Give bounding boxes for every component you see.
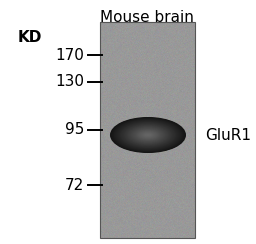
Ellipse shape: [123, 123, 173, 147]
Ellipse shape: [138, 131, 157, 140]
Ellipse shape: [130, 126, 166, 143]
Ellipse shape: [135, 129, 161, 141]
Ellipse shape: [122, 123, 174, 147]
Ellipse shape: [119, 121, 177, 149]
Ellipse shape: [144, 133, 152, 137]
Ellipse shape: [142, 132, 154, 138]
Text: 130: 130: [55, 74, 84, 90]
Ellipse shape: [127, 125, 169, 145]
Ellipse shape: [136, 129, 160, 141]
Ellipse shape: [129, 126, 167, 144]
Ellipse shape: [113, 118, 183, 152]
Ellipse shape: [132, 127, 164, 143]
Ellipse shape: [121, 122, 176, 148]
Text: Mouse brain: Mouse brain: [100, 10, 194, 25]
Ellipse shape: [115, 119, 181, 151]
Ellipse shape: [125, 124, 171, 146]
Ellipse shape: [133, 128, 163, 142]
Ellipse shape: [137, 130, 159, 140]
Ellipse shape: [117, 120, 179, 150]
Text: KD: KD: [18, 30, 42, 45]
Ellipse shape: [128, 126, 168, 144]
Ellipse shape: [145, 134, 151, 136]
Ellipse shape: [131, 127, 165, 143]
Ellipse shape: [114, 119, 182, 151]
Ellipse shape: [124, 124, 172, 146]
Ellipse shape: [141, 132, 155, 138]
Ellipse shape: [118, 121, 178, 149]
Ellipse shape: [111, 117, 185, 152]
Ellipse shape: [140, 132, 156, 139]
Ellipse shape: [116, 120, 180, 150]
Ellipse shape: [146, 134, 150, 136]
Ellipse shape: [110, 117, 186, 153]
Text: GluR1: GluR1: [205, 128, 251, 142]
Ellipse shape: [137, 130, 158, 140]
Ellipse shape: [126, 125, 170, 145]
Bar: [100, 22, 195, 238]
Text: 95: 95: [65, 122, 84, 138]
Ellipse shape: [134, 128, 162, 142]
Ellipse shape: [143, 133, 153, 137]
Ellipse shape: [121, 122, 175, 148]
Ellipse shape: [112, 118, 184, 152]
Ellipse shape: [140, 131, 157, 139]
Text: 170: 170: [55, 48, 84, 62]
Ellipse shape: [120, 122, 176, 149]
Text: 72: 72: [65, 177, 84, 193]
